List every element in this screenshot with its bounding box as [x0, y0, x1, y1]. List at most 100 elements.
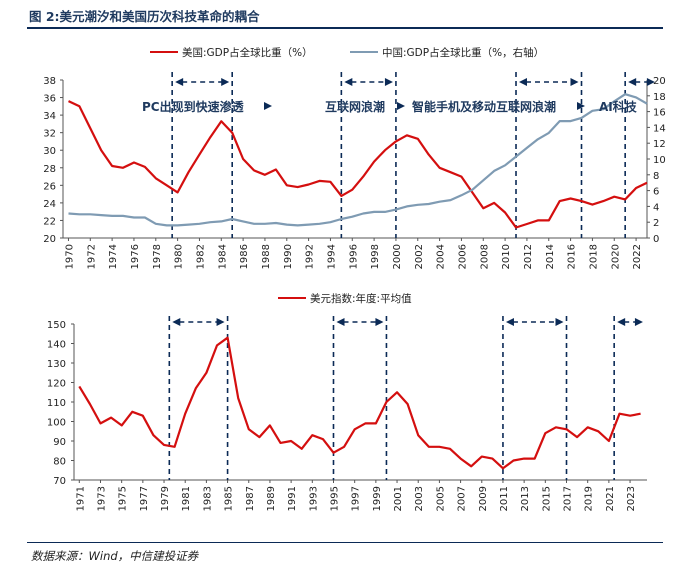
- y-tick-label: 120: [47, 379, 66, 390]
- x-tick-label: 1981: [181, 486, 192, 511]
- legend-label-us: 美国:GDP占全球比重（%）: [182, 46, 313, 59]
- left-y-tick-label: 20: [43, 234, 56, 245]
- right-y-tick-label: 2: [653, 218, 659, 229]
- x-tick-label: 2015: [541, 486, 552, 511]
- x-tick-label: 1997: [351, 486, 362, 511]
- y-tick-label: 150: [47, 320, 66, 331]
- right-y-tick-label: 18: [653, 92, 666, 103]
- arrow-left-head: [617, 318, 626, 326]
- x-tick-label: 1999: [372, 486, 383, 511]
- era-label-pc: PC出现到快速渗透: [142, 99, 245, 114]
- era-arrow: [344, 78, 393, 86]
- x-tick-label: 2018: [588, 244, 599, 269]
- x-tick-label: 2022: [632, 244, 643, 269]
- series-dollar-index-line: [78, 336, 641, 470]
- right-y-tick-label: 0: [653, 234, 659, 245]
- era-arrow: [336, 318, 384, 326]
- era-arrow: [617, 318, 643, 326]
- right-y-tick-label: 12: [653, 139, 666, 150]
- bottom-rule: [27, 542, 663, 543]
- era-arrow: [628, 78, 655, 86]
- x-tick-label: 2005: [435, 486, 446, 511]
- right-y-tick-label: 8: [653, 171, 659, 182]
- series-us-gdp-line: [68, 100, 648, 229]
- x-tick-label: 2000: [392, 244, 403, 269]
- era-pointer-icon: [397, 102, 405, 110]
- x-tick-label: 1994: [326, 244, 337, 269]
- x-tick-label: 2007: [457, 486, 468, 511]
- right-y-tick-label: 16: [653, 108, 666, 119]
- y-tick-label: 100: [47, 418, 66, 429]
- figure-title: 图 2:美元潮汐和美国历次科技革命的耦合: [29, 9, 260, 24]
- x-tick-label: 1975: [118, 486, 129, 511]
- x-tick-label: 1974: [108, 244, 119, 269]
- arrow-left-head: [344, 78, 353, 86]
- y-tick-label: 90: [53, 437, 66, 448]
- left-y-tick-label: 22: [43, 216, 56, 227]
- x-tick-label: 1998: [370, 244, 381, 269]
- arrow-left-head: [336, 318, 345, 326]
- era-arrow: [505, 318, 564, 326]
- x-tick-label: 2006: [457, 244, 468, 269]
- left-y-tick-label: 28: [43, 164, 56, 175]
- arrow-left-head: [172, 318, 181, 326]
- x-tick-label: 2010: [501, 244, 512, 269]
- era-label-mobile: 智能手机及移动互联网浪潮: [411, 99, 556, 114]
- chart-dollar-index: 美元指数:年度:平均值 70 80 90 100 110 120 130 140 150 1971 1…: [47, 292, 647, 511]
- x-tick-label: 1992: [305, 244, 316, 269]
- x-tick-label: 1971: [75, 486, 86, 511]
- right-y-tick-label: 4: [653, 202, 659, 213]
- x-tick-label: 1985: [224, 486, 235, 511]
- x-tick-label: 2014: [545, 244, 556, 269]
- y-tick-label: 140: [47, 340, 66, 351]
- x-tick-label: 1989: [266, 486, 277, 511]
- x-tick-label: 1977: [139, 486, 150, 511]
- x-tick-label: 1979: [160, 486, 171, 511]
- x-tick-label: 1991: [287, 486, 298, 511]
- era-pointer-icon: [264, 102, 272, 110]
- arrow-right-head: [570, 78, 579, 86]
- arrow-left-head: [519, 78, 528, 86]
- y-tick-label: 110: [47, 398, 66, 409]
- x-tick-label: 1988: [261, 244, 272, 269]
- x-tick-label: 1980: [174, 244, 185, 269]
- x-tick-label: 2020: [610, 244, 621, 269]
- x-tick-label: 1984: [217, 244, 228, 269]
- x-tick-label: 1972: [86, 244, 97, 269]
- arrow-right-head: [555, 318, 564, 326]
- top-rule: [27, 27, 663, 29]
- x-tick-label: 1987: [245, 486, 256, 511]
- x-tick-label: 2004: [436, 244, 447, 269]
- x-tick-label: 2003: [414, 486, 425, 511]
- y-tick-label: 70: [53, 476, 66, 487]
- left-y-tick-label: 36: [43, 94, 56, 105]
- x-tick-label: 1976: [130, 244, 141, 269]
- right-y-tick-label: 20: [653, 76, 666, 87]
- arrow-right-head: [216, 318, 225, 326]
- legend-label-dxy: 美元指数:年度:平均值: [310, 292, 412, 305]
- x-tick-label: 1983: [202, 486, 213, 511]
- x-tick-label: 2016: [567, 244, 578, 269]
- arrow-right-head: [646, 78, 655, 86]
- chart-gdp-share: 美国:GDP占全球比重（%） 中国:GDP占全球比重（%，右轴）202224262…: [43, 46, 666, 269]
- x-tick-label: 2017: [563, 486, 574, 511]
- right-y-tick-label: 6: [653, 187, 659, 198]
- era-label-internet: 互联网浪潮: [325, 99, 385, 114]
- arrow-left-head: [175, 78, 184, 86]
- right-y-tick-label: 10: [653, 155, 666, 166]
- x-tick-label: 1973: [96, 486, 107, 511]
- right-y-tick-label: 14: [653, 123, 666, 134]
- x-tick-label: 1995: [329, 486, 340, 511]
- left-y-tick-label: 32: [43, 129, 56, 140]
- era-arrow: [175, 78, 230, 86]
- x-tick-label: 2021: [605, 486, 616, 511]
- x-tick-label: 2002: [414, 244, 425, 269]
- arrow-right-head: [634, 318, 643, 326]
- x-tick-label: 1996: [348, 244, 359, 269]
- x-tick-label: 2013: [520, 486, 531, 511]
- era-pointer-icon: [577, 102, 585, 110]
- y-tick-label: 80: [53, 457, 66, 468]
- left-y-tick-label: 38: [43, 76, 56, 87]
- arrow-left-head: [628, 78, 637, 86]
- era-arrow: [519, 78, 579, 86]
